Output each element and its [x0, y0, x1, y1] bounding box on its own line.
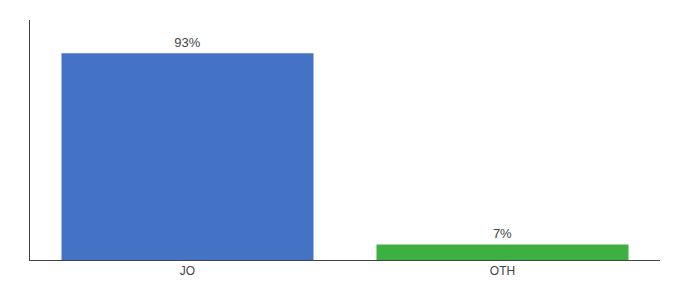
svg-text:93%: 93%: [174, 35, 200, 50]
svg-text:JO: JO: [180, 264, 195, 278]
svg-text:OTH: OTH: [490, 264, 515, 278]
svg-text:7%: 7%: [493, 226, 512, 241]
